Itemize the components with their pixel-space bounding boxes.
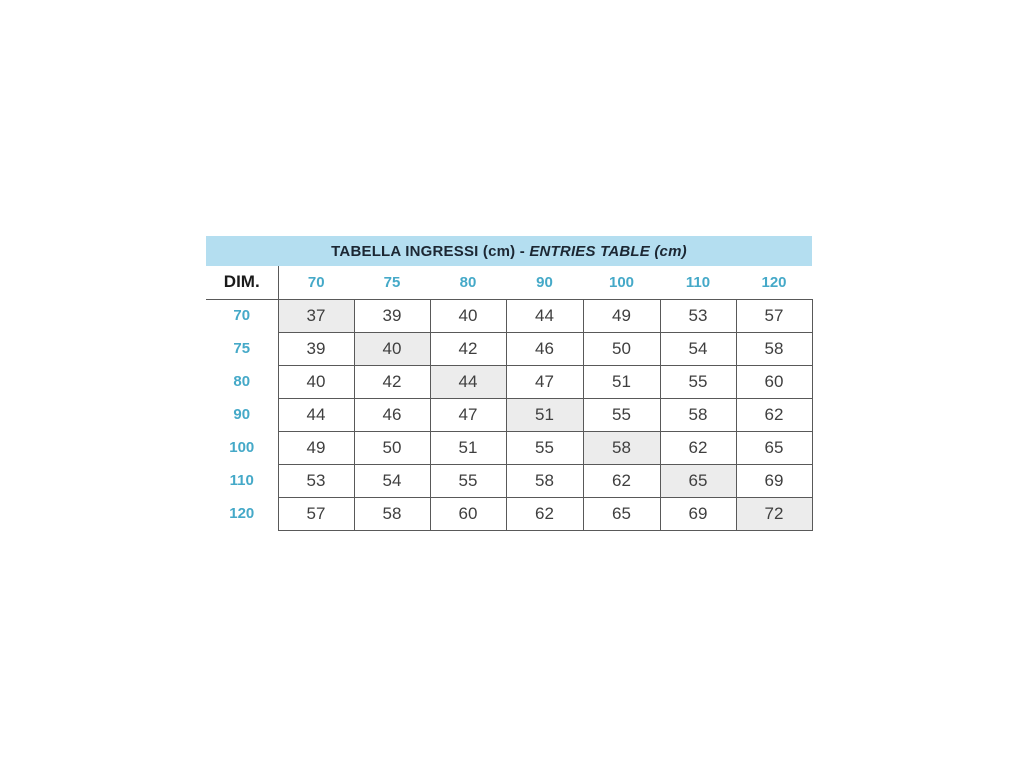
table-cell: 39 — [277, 331, 355, 366]
table-title-translation: ENTRIES TABLE (cm) — [529, 242, 687, 260]
row-label-80: 80 — [233, 373, 251, 390]
table-cell: 55 — [659, 364, 737, 399]
table-cell: 37 — [277, 298, 355, 333]
table-cell: 44 — [505, 298, 584, 333]
row-label-120: 120 — [229, 505, 255, 522]
table-title-main: TABELLA INGRESSI (cm) - — [331, 242, 530, 260]
table-cell: 58 — [735, 331, 813, 366]
table-cell: 57 — [735, 298, 813, 333]
table-cell: 42 — [353, 364, 431, 399]
table-title-bar: TABELLA INGRESSI (cm) - ENTRIES TABLE (c… — [206, 236, 812, 266]
table-row: 90 44 46 47 51 55 58 62 — [206, 397, 813, 432]
table-cell: 58 — [353, 496, 431, 531]
row-label-75: 75 — [233, 340, 251, 357]
table-cell: 44 — [277, 397, 355, 432]
table-cell: 53 — [277, 463, 355, 498]
table-cell: 60 — [429, 496, 507, 531]
table-cell: 51 — [505, 397, 584, 432]
table-row: 120 57 58 60 62 65 69 72 — [206, 496, 813, 531]
row-label-110: 110 — [229, 472, 254, 489]
table-cell: 46 — [505, 331, 584, 366]
table-cell: 58 — [659, 397, 737, 432]
table-cell: 49 — [277, 430, 355, 465]
table-row: 100 49 50 51 55 58 62 65 — [206, 430, 813, 465]
table-row: 110 53 54 55 58 62 65 69 — [206, 463, 813, 498]
table-cell: 44 — [429, 364, 507, 399]
entries-table: DIM. 70 75 80 90 100 110 120 70 37 39 40… — [206, 266, 813, 531]
table-cell: 49 — [582, 298, 661, 333]
table-cell: 60 — [735, 364, 813, 399]
table-cell: 50 — [582, 331, 661, 366]
col-header-80: 80 — [430, 266, 506, 300]
table-cell: 62 — [505, 496, 584, 531]
table-cell: 51 — [582, 364, 661, 399]
table-cell: 51 — [429, 430, 507, 465]
table-cell: 55 — [505, 430, 584, 465]
table-cell: 40 — [429, 298, 507, 333]
row-label-100: 100 — [229, 439, 255, 456]
row-label-70: 70 — [233, 307, 251, 325]
corner-label-dim: DIM. — [206, 266, 279, 300]
col-header-100: 100 — [583, 266, 660, 300]
table-cell: 42 — [429, 331, 507, 366]
table-cell: 55 — [429, 463, 507, 498]
table-row: 80 40 42 44 47 51 55 60 — [206, 364, 813, 399]
table-cell: 62 — [659, 430, 737, 465]
table-cell: 54 — [659, 331, 737, 366]
col-header-110: 110 — [660, 266, 736, 300]
entries-table-container: TABELLA INGRESSI (cm) - ENTRIES TABLE (c… — [206, 236, 813, 531]
col-header-90: 90 — [506, 266, 583, 300]
table-cell: 58 — [582, 430, 661, 465]
table-cell: 72 — [735, 496, 813, 531]
table-cell: 47 — [429, 397, 507, 432]
table-cell: 65 — [582, 496, 661, 531]
header-row: DIM. 70 75 80 90 100 110 120 — [206, 266, 812, 300]
row-label-90: 90 — [233, 406, 251, 423]
table-cell: 40 — [277, 364, 355, 399]
col-header-120: 120 — [736, 266, 812, 300]
table-cell: 47 — [505, 364, 584, 399]
col-header-75: 75 — [354, 266, 430, 300]
table-cell: 55 — [582, 397, 661, 432]
table-cell: 53 — [659, 298, 737, 333]
table-row: 75 39 40 42 46 50 54 58 — [206, 331, 813, 366]
table-cell: 62 — [735, 397, 813, 432]
table-cell: 46 — [353, 397, 431, 432]
table-cell: 62 — [582, 463, 661, 498]
table-cell: 57 — [277, 496, 355, 531]
table-row: 70 37 39 40 44 49 53 57 — [206, 298, 813, 333]
table-cell: 50 — [353, 430, 431, 465]
table-cell: 39 — [353, 298, 431, 333]
table-cell: 58 — [505, 463, 584, 498]
table-cell: 65 — [659, 463, 737, 498]
table-cell: 65 — [735, 430, 813, 465]
col-header-70: 70 — [278, 266, 354, 300]
table-cell: 40 — [353, 331, 431, 366]
table-cell: 54 — [353, 463, 431, 498]
table-cell: 69 — [735, 463, 813, 498]
table-cell: 69 — [659, 496, 737, 531]
